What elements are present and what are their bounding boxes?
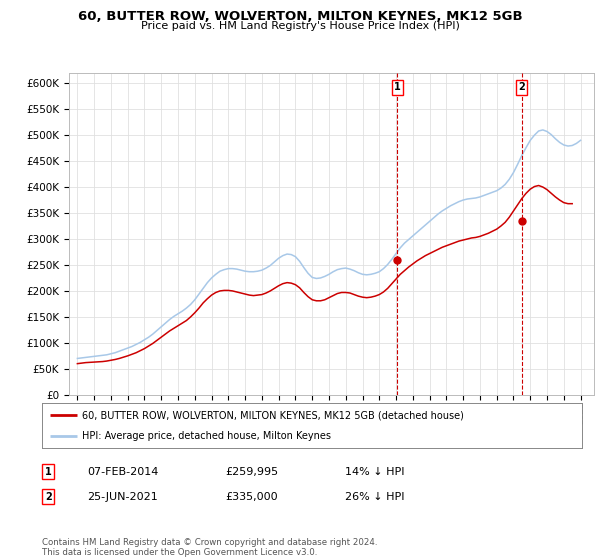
Text: 07-FEB-2014: 07-FEB-2014 <box>87 466 158 477</box>
Text: 14% ↓ HPI: 14% ↓ HPI <box>345 466 404 477</box>
Text: 60, BUTTER ROW, WOLVERTON, MILTON KEYNES, MK12 5GB (detached house): 60, BUTTER ROW, WOLVERTON, MILTON KEYNES… <box>83 410 464 421</box>
Text: Contains HM Land Registry data © Crown copyright and database right 2024.
This d: Contains HM Land Registry data © Crown c… <box>42 538 377 557</box>
Text: 1: 1 <box>394 82 401 92</box>
Text: HPI: Average price, detached house, Milton Keynes: HPI: Average price, detached house, Milt… <box>83 431 331 441</box>
Text: £335,000: £335,000 <box>225 492 278 502</box>
Text: 60, BUTTER ROW, WOLVERTON, MILTON KEYNES, MK12 5GB: 60, BUTTER ROW, WOLVERTON, MILTON KEYNES… <box>77 10 523 23</box>
Text: 1: 1 <box>45 466 52 477</box>
Text: 25-JUN-2021: 25-JUN-2021 <box>87 492 158 502</box>
Text: £259,995: £259,995 <box>225 466 278 477</box>
Text: Price paid vs. HM Land Registry's House Price Index (HPI): Price paid vs. HM Land Registry's House … <box>140 21 460 31</box>
Text: 2: 2 <box>45 492 52 502</box>
Text: 26% ↓ HPI: 26% ↓ HPI <box>345 492 404 502</box>
Text: 2: 2 <box>518 82 525 92</box>
